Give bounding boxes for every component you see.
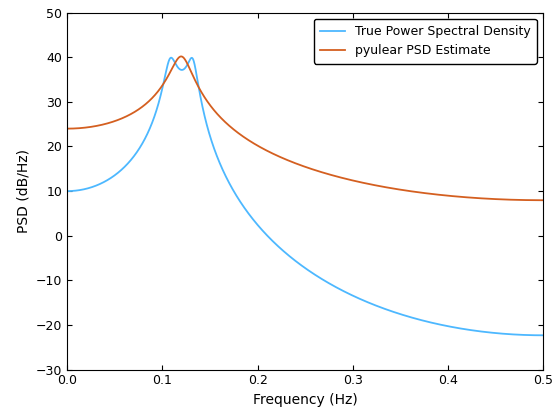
True Power Spectral Density <box>64 189 71 194</box>
pyulear PSD Estimate <box>101 121 108 126</box>
pyulear PSD Estimate <box>510 197 516 202</box>
True Power Spectral Density <box>540 333 547 338</box>
Y-axis label: PSD (dB/Hz): PSD (dB/Hz) <box>16 149 30 233</box>
True Power Spectral Density <box>528 333 534 338</box>
pyulear PSD Estimate <box>528 198 534 203</box>
pyulear PSD Estimate <box>64 126 71 131</box>
pyulear PSD Estimate <box>540 198 547 203</box>
True Power Spectral Density <box>381 306 388 311</box>
True Power Spectral Density <box>101 179 108 184</box>
Line: pyulear PSD Estimate: pyulear PSD Estimate <box>67 56 543 200</box>
pyulear PSD Estimate <box>485 196 492 201</box>
True Power Spectral Density <box>510 332 516 337</box>
True Power Spectral Density <box>451 325 458 330</box>
True Power Spectral Density <box>168 55 175 60</box>
pyulear PSD Estimate <box>178 54 184 59</box>
Line: True Power Spectral Density: True Power Spectral Density <box>67 58 543 335</box>
X-axis label: Frequency (Hz): Frequency (Hz) <box>253 393 358 407</box>
True Power Spectral Density <box>485 330 492 335</box>
pyulear PSD Estimate <box>451 194 458 199</box>
Legend: True Power Spectral Density, pyulear PSD Estimate: True Power Spectral Density, pyulear PSD… <box>314 19 537 63</box>
pyulear PSD Estimate <box>381 184 388 189</box>
